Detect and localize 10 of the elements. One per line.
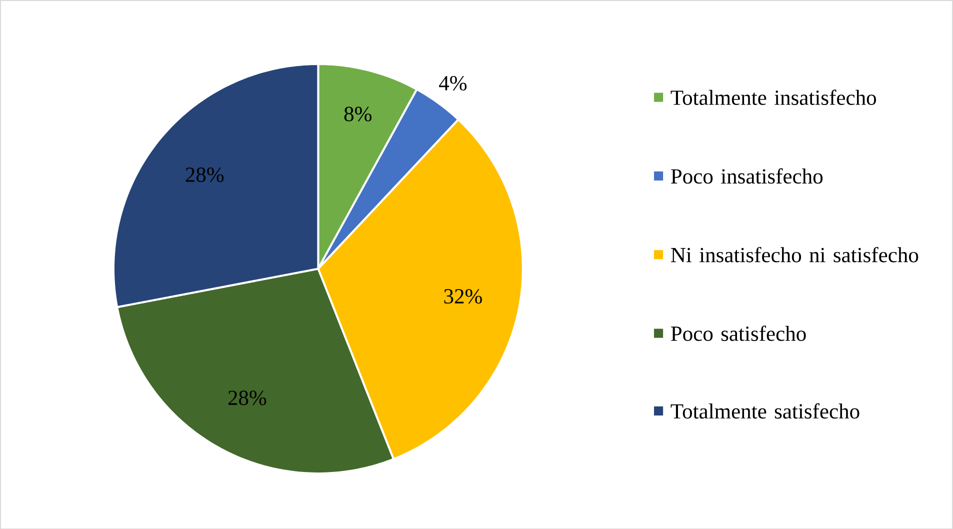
- data-label: 28%: [186, 167, 224, 182]
- legend-label: Totalmente satisfecho: [670, 403, 860, 418]
- legend-label: Ni insatisfecho ni satisfecho: [671, 246, 918, 262]
- data-label: 28%: [228, 390, 266, 405]
- data-label: 32%: [444, 288, 482, 304]
- legend-label: Totalmente insatisfecho: [670, 89, 876, 105]
- legend-label: Poco satisfecho: [671, 325, 806, 341]
- data-label: 8%: [344, 106, 372, 122]
- data-label: 4%: [439, 76, 467, 90]
- legend-label: Poco insatisfecho: [671, 168, 823, 184]
